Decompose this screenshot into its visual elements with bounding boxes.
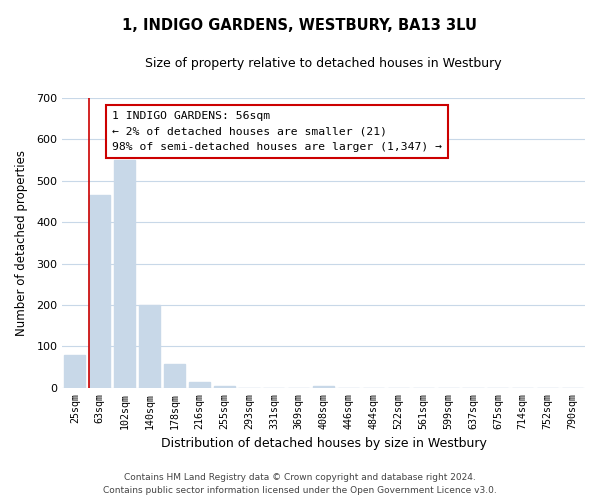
Bar <box>313 386 334 388</box>
Y-axis label: Number of detached properties: Number of detached properties <box>15 150 28 336</box>
Text: Contains HM Land Registry data © Crown copyright and database right 2024.
Contai: Contains HM Land Registry data © Crown c… <box>103 474 497 495</box>
Bar <box>164 364 185 388</box>
Text: 1, INDIGO GARDENS, WESTBURY, BA13 3LU: 1, INDIGO GARDENS, WESTBURY, BA13 3LU <box>122 18 478 32</box>
Bar <box>188 382 210 388</box>
X-axis label: Distribution of detached houses by size in Westbury: Distribution of detached houses by size … <box>161 437 487 450</box>
Bar <box>89 196 110 388</box>
Bar <box>139 305 160 388</box>
Bar <box>114 160 135 388</box>
Title: Size of property relative to detached houses in Westbury: Size of property relative to detached ho… <box>145 58 502 70</box>
Text: 1 INDIGO GARDENS: 56sqm
← 2% of detached houses are smaller (21)
98% of semi-det: 1 INDIGO GARDENS: 56sqm ← 2% of detached… <box>112 111 442 152</box>
Bar <box>214 386 235 388</box>
Bar <box>64 354 85 388</box>
